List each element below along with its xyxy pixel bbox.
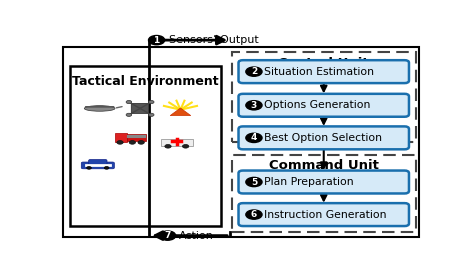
FancyBboxPatch shape (238, 203, 409, 226)
Text: Sensors’ Output: Sensors’ Output (169, 35, 259, 45)
Text: 1: 1 (154, 35, 160, 44)
Circle shape (117, 141, 123, 144)
Circle shape (148, 35, 164, 45)
FancyBboxPatch shape (161, 138, 192, 146)
Text: Action: Action (179, 231, 214, 241)
FancyArrowPatch shape (116, 107, 122, 108)
Circle shape (246, 177, 262, 187)
Circle shape (246, 101, 262, 110)
Polygon shape (170, 108, 191, 115)
Text: 2: 2 (251, 67, 257, 76)
Circle shape (182, 144, 189, 148)
FancyBboxPatch shape (63, 48, 419, 237)
FancyBboxPatch shape (232, 52, 416, 142)
Circle shape (246, 133, 262, 143)
Text: 4: 4 (251, 133, 257, 142)
FancyBboxPatch shape (238, 126, 409, 149)
Circle shape (148, 113, 154, 116)
FancyBboxPatch shape (89, 159, 107, 165)
FancyBboxPatch shape (131, 103, 149, 114)
Text: 5: 5 (251, 177, 257, 186)
Circle shape (104, 167, 109, 169)
Text: Plan Preparation: Plan Preparation (264, 177, 354, 187)
FancyBboxPatch shape (127, 134, 146, 141)
FancyBboxPatch shape (238, 171, 409, 194)
Circle shape (126, 113, 132, 116)
Circle shape (160, 231, 176, 240)
Text: Best Option Selection: Best Option Selection (264, 133, 382, 143)
FancyBboxPatch shape (238, 60, 409, 83)
Circle shape (129, 141, 136, 144)
Text: Tactical Environment: Tactical Environment (72, 75, 219, 88)
FancyBboxPatch shape (82, 162, 114, 169)
Text: 6: 6 (251, 210, 257, 219)
Text: 7: 7 (164, 231, 171, 240)
Text: Control Unit: Control Unit (278, 57, 369, 70)
Text: Instruction Generation: Instruction Generation (264, 210, 387, 219)
Circle shape (148, 100, 154, 104)
Ellipse shape (84, 106, 115, 111)
Text: Options Generation: Options Generation (264, 100, 371, 110)
Circle shape (246, 67, 262, 76)
Circle shape (246, 210, 262, 219)
FancyBboxPatch shape (232, 155, 416, 233)
FancyBboxPatch shape (238, 94, 409, 117)
Text: Command Unit: Command Unit (269, 159, 379, 172)
FancyBboxPatch shape (70, 66, 221, 226)
Circle shape (138, 141, 145, 144)
Circle shape (87, 167, 91, 169)
Circle shape (165, 144, 171, 148)
Text: Situation Estimation: Situation Estimation (264, 67, 374, 77)
FancyBboxPatch shape (115, 133, 127, 143)
Circle shape (126, 100, 132, 104)
Text: 3: 3 (251, 101, 257, 110)
